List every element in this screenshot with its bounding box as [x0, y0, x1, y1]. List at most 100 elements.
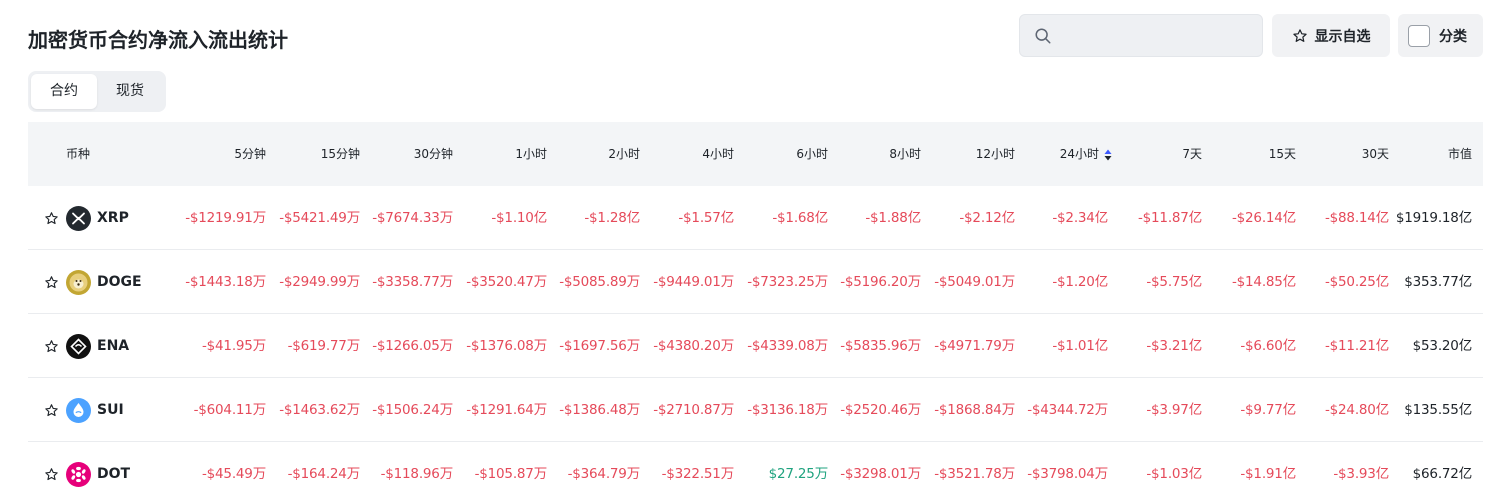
search-box[interactable]: [1019, 14, 1263, 57]
netflow-value: -$322.51万: [661, 466, 735, 482]
netflow-value: -$3136.18万: [747, 402, 828, 418]
market-type-tabs: 合约 现货: [28, 71, 166, 112]
column-header-13: 30天: [1362, 122, 1389, 186]
category-toggle[interactable]: 分类: [1398, 14, 1483, 57]
table-header: 币种 5分钟 15分钟 30分钟 1小时 2小时 4小时 6小时 8小时 12小时 24小时 7天 15…: [28, 122, 1483, 186]
star-icon: [1292, 28, 1307, 42]
column-header-label: 4小时: [702, 147, 734, 161]
table-row[interactable]: XRP -$1219.91万 -$5421.49万 -$7674.33万 -$1.10亿…: [28, 186, 1483, 250]
market-cap-value: $353.77亿: [1404, 274, 1472, 290]
search-input[interactable]: [1064, 15, 1254, 56]
netflow-value: -$1.28亿: [584, 210, 640, 226]
netflow-value: -$1219.91万: [185, 210, 266, 226]
column-header-label: 24小时: [1059, 147, 1099, 161]
coin-cell: DOT: [44, 442, 130, 500]
netflow-value: -$4339.08万: [747, 338, 828, 354]
netflow-value: -$164.24万: [287, 466, 361, 482]
ena-logo-icon: [66, 333, 91, 359]
dot-logo-icon: [66, 461, 91, 487]
table-row[interactable]: DOGE -$1443.18万 -$2949.99万 -$3358.77万 -$3520…: [28, 250, 1483, 314]
netflow-value: -$364.79万: [567, 466, 641, 482]
column-header-3: 30分钟: [414, 122, 453, 186]
netflow-value: -$1.88亿: [865, 210, 921, 226]
coin-cell: ENA: [44, 314, 129, 378]
netflow-value: -$5421.49万: [279, 210, 360, 226]
netflow-value: -$4971.79万: [934, 338, 1015, 354]
netflow-value: -$26.14亿: [1231, 210, 1296, 226]
column-header-label: 15分钟: [320, 147, 360, 161]
netflow-value: -$3798.04万: [1027, 466, 1108, 482]
table-row[interactable]: ENA -$41.95万 -$619.77万 -$1266.05万 -$1376.08万…: [28, 314, 1483, 378]
netflow-table: 币种 5分钟 15分钟 30分钟 1小时 2小时 4小时 6小时 8小时 12小时 24小时 7天 15…: [28, 122, 1483, 500]
netflow-value: -$3521.78万: [934, 466, 1015, 482]
netflow-value: -$11.87亿: [1137, 210, 1202, 226]
column-header-9: 12小时: [976, 122, 1015, 186]
netflow-value: -$1.10亿: [491, 210, 547, 226]
table-body: XRP -$1219.91万 -$5421.49万 -$7674.33万 -$1.10亿…: [28, 186, 1483, 500]
netflow-value: -$1.57亿: [678, 210, 734, 226]
tab-futures[interactable]: 合约: [31, 74, 97, 109]
netflow-value: -$5085.89万: [559, 274, 640, 290]
table-row[interactable]: SUI -$604.11万 -$1463.62万 -$1506.24万 -$1291.6…: [28, 378, 1483, 442]
netflow-value: -$1376.08万: [466, 338, 547, 354]
favorite-star-icon[interactable]: [44, 467, 59, 482]
market-cap-value: $53.20亿: [1412, 338, 1473, 354]
netflow-value: -$1697.56万: [559, 338, 640, 354]
show-favorites-button[interactable]: 显示自选: [1272, 14, 1390, 57]
column-header-2: 15分钟: [321, 122, 360, 186]
sui-logo-icon: [66, 397, 91, 423]
netflow-value: -$50.25亿: [1324, 274, 1389, 290]
netflow-value: -$105.87万: [474, 466, 548, 482]
netflow-value: -$1.91亿: [1240, 466, 1296, 482]
netflow-value: -$5196.20万: [840, 274, 921, 290]
column-header-label: 15天: [1268, 147, 1296, 161]
coin-cell: SUI: [44, 378, 124, 442]
doge-logo-icon: [66, 269, 91, 295]
column-header-coin: 币种: [66, 147, 91, 161]
category-label: 分类: [1439, 28, 1467, 45]
netflow-value: -$24.80亿: [1324, 402, 1389, 418]
coin-cell: XRP: [44, 186, 129, 250]
netflow-value: -$1506.24万: [372, 402, 453, 418]
column-header-label: 1小时: [515, 147, 547, 161]
coin-symbol[interactable]: DOGE: [97, 274, 142, 290]
netflow-value: -$1386.48万: [559, 402, 640, 418]
search-icon: [1035, 28, 1051, 44]
column-header-6: 4小时: [702, 122, 734, 186]
coin-cell: DOGE: [44, 250, 142, 314]
netflow-value: -$9.77亿: [1240, 402, 1296, 418]
netflow-value: -$2520.46万: [840, 402, 921, 418]
netflow-value: -$9449.01万: [653, 274, 734, 290]
favorite-star-icon[interactable]: [44, 403, 59, 418]
netflow-value: -$3298.01万: [840, 466, 921, 482]
column-header-label: 30天: [1361, 147, 1389, 161]
netflow-value: -$5835.96万: [840, 338, 921, 354]
tab-spot[interactable]: 现货: [116, 83, 144, 99]
netflow-value: -$118.96万: [380, 466, 454, 482]
netflow-value: -$3.97亿: [1146, 402, 1202, 418]
column-header-label: 6小时: [796, 147, 828, 161]
favorite-star-icon[interactable]: [44, 339, 59, 354]
coin-symbol[interactable]: XRP: [97, 210, 129, 226]
column-header-1: 5分钟: [234, 122, 266, 186]
coin-symbol[interactable]: DOT: [97, 466, 131, 482]
favorite-star-icon[interactable]: [44, 275, 59, 290]
column-header-10[interactable]: 24小时: [1060, 122, 1112, 186]
coin-symbol[interactable]: ENA: [97, 338, 130, 354]
netflow-value: -$2.12亿: [959, 210, 1015, 226]
column-header-label: 30分钟: [413, 147, 453, 161]
netflow-value: -$88.14亿: [1324, 210, 1389, 226]
table-row[interactable]: DOT -$45.49万 -$164.24万 -$118.96万 -$105.87万 -$…: [28, 442, 1483, 500]
netflow-value: -$3.93亿: [1333, 466, 1389, 482]
netflow-value: -$2710.87万: [653, 402, 734, 418]
netflow-value: -$5.75亿: [1146, 274, 1202, 290]
netflow-value: -$11.21亿: [1324, 338, 1389, 354]
favorite-star-icon[interactable]: [44, 211, 59, 226]
netflow-value: -$3358.77万: [372, 274, 453, 290]
netflow-value: -$14.85亿: [1231, 274, 1296, 290]
column-header-12: 15天: [1269, 122, 1296, 186]
netflow-value: -$1266.05万: [372, 338, 453, 354]
category-checkbox[interactable]: [1408, 24, 1430, 47]
sort-icon[interactable]: [1104, 149, 1112, 161]
coin-symbol[interactable]: SUI: [97, 402, 124, 418]
